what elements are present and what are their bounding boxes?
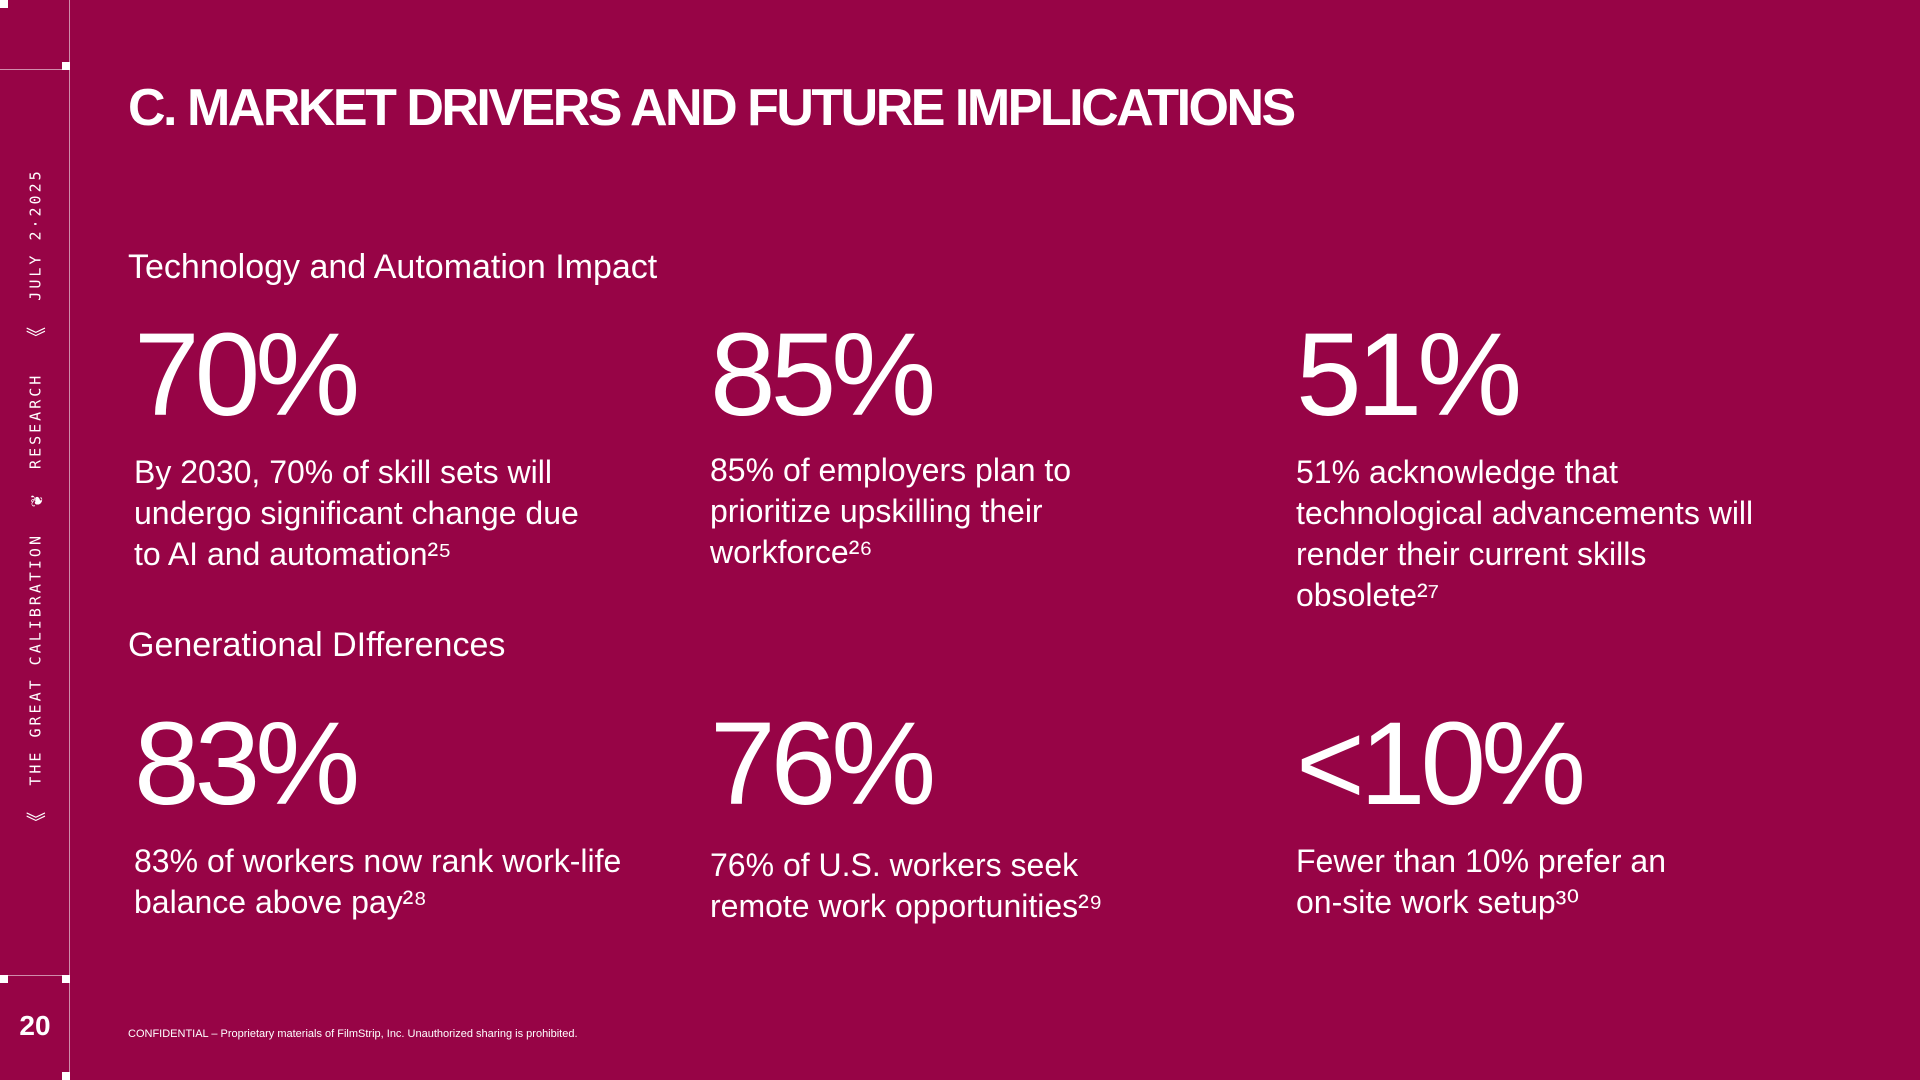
stat-card: 83% 83% of workers now rank work-life ba… (134, 705, 654, 923)
stat-description: 51% acknowledge that technological advan… (1296, 454, 1754, 613)
stat-description: Fewer than 10% prefer an on-site work se… (1296, 843, 1666, 920)
sidebar: 《 THE GREAT CALIBRATION ❦ RESEARCH 《 JUL… (0, 0, 70, 1080)
section-heading-generational: Generational DIfferences (128, 626, 506, 664)
sidebar-top-frame (0, 0, 70, 70)
corner-tick (62, 975, 70, 983)
corner-tick (0, 0, 8, 8)
vertical-label: 《 THE GREAT CALIBRATION ❦ RESEARCH 《 JUL… (21, 168, 50, 831)
corner-tick (62, 1072, 70, 1080)
section-heading-technology: Technology and Automation Impact (128, 248, 658, 286)
stat-value: 83% (134, 698, 360, 830)
stat-value: 51% (1296, 309, 1522, 441)
stat-card: 85% 85% of employers plan to prioritize … (710, 316, 1150, 573)
stat-card: 70% By 2030, 70% of skill sets will unde… (134, 316, 634, 575)
bird-icon: ❦ (23, 494, 47, 507)
stat-card: 76% 76% of U.S. workers seek remote work… (710, 705, 1230, 927)
page-number: 20 (19, 1010, 51, 1041)
stat-card: <10% Fewer than 10% prefer an on-site wo… (1296, 705, 1776, 923)
confidential-footer: CONFIDENTIAL – Proprietary materials of … (128, 1028, 578, 1040)
vertical-date: JULY 2·2025 (26, 168, 44, 301)
stat-description: 85% of employers plan to prioritize upsk… (710, 452, 1072, 570)
stat-value: 70% (134, 309, 360, 441)
sidebar-bottom-divider (0, 975, 70, 976)
vertical-section: RESEARCH (26, 372, 44, 469)
page-title: C. MARKET DRIVERS AND FUTURE IMPLICATION… (128, 79, 1296, 137)
corner-tick (0, 975, 8, 983)
stat-value: <10% (1296, 698, 1586, 830)
stat-card: 51% 51% acknowledge that technological a… (1296, 316, 1776, 616)
chevron-icon: 《 (24, 811, 49, 832)
stat-description: By 2030, 70% of skill sets will undergo … (134, 454, 579, 572)
vertical-title: THE GREAT CALIBRATION (26, 532, 44, 786)
corner-tick (62, 62, 70, 70)
stat-value: 76% (710, 698, 936, 830)
stat-value: 85% (710, 309, 936, 441)
chevron-icon: 《 (24, 326, 49, 347)
stat-description: 83% of workers now rank work-life balanc… (134, 843, 622, 920)
stat-description: 76% of U.S. workers seek remote work opp… (710, 847, 1103, 924)
